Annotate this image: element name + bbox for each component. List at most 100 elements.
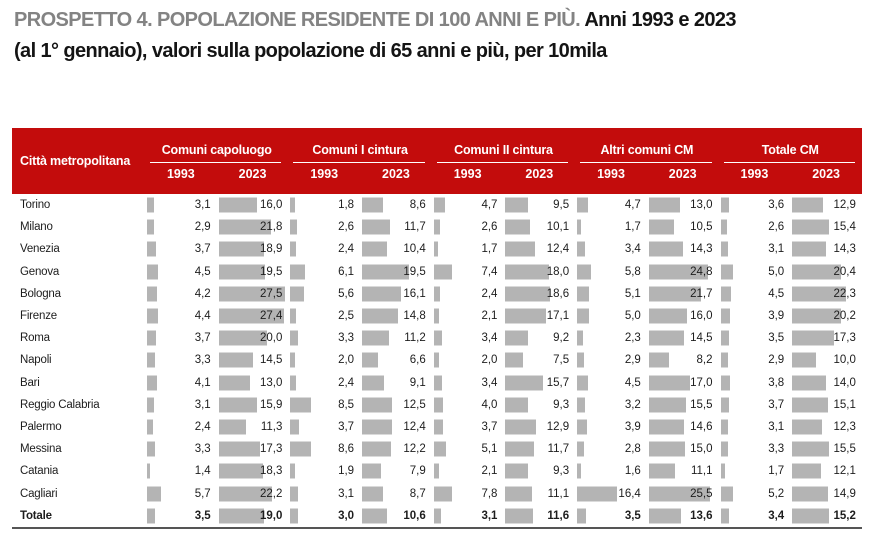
row-label: Cagliari bbox=[20, 487, 58, 500]
value-cell: 11,1 bbox=[647, 460, 719, 482]
value-bar bbox=[720, 219, 727, 235]
value-cell: 2,9 bbox=[575, 349, 647, 371]
value-cell: 14,8 bbox=[360, 305, 432, 327]
value-label: 4,5 bbox=[768, 287, 785, 300]
table-row-reggio-calabria: Reggio Calabria 3,1 15,9 8,5 12,5 4,0 9,3 3,2 15… bbox=[12, 394, 862, 416]
row-label: Venezia bbox=[20, 243, 60, 256]
value-bar bbox=[577, 264, 592, 280]
value-label: 21,8 bbox=[259, 221, 283, 234]
value-label: 7,4 bbox=[481, 265, 498, 278]
value-label: 16,0 bbox=[259, 199, 283, 212]
value-bar bbox=[720, 197, 730, 213]
value-label: 14,3 bbox=[833, 243, 856, 256]
table-row-palermo: Palermo 2,4 11,3 3,7 12,4 3,7 12,9 3,9 14,6 3,1 12… bbox=[12, 416, 862, 438]
value-cell: 7,4 bbox=[432, 261, 504, 283]
value-cell: 17,3 bbox=[790, 327, 862, 349]
row-label: Milano bbox=[20, 221, 53, 234]
value-cell: 19,0 bbox=[217, 505, 289, 527]
value-bar bbox=[218, 352, 254, 368]
value-label: 3,0 bbox=[338, 509, 355, 522]
value-cell: 11,7 bbox=[360, 216, 432, 238]
value-bar bbox=[505, 486, 533, 502]
value-bar bbox=[147, 286, 158, 302]
value-bar bbox=[362, 197, 383, 213]
value-bar bbox=[362, 419, 392, 435]
row-label: Bari bbox=[20, 376, 40, 389]
value-label: 6,1 bbox=[338, 265, 355, 278]
value-bar bbox=[792, 219, 830, 235]
value-cell: 2,0 bbox=[288, 349, 360, 371]
value-cell: 8,6 bbox=[288, 438, 360, 460]
table-header: Città metropolitana Comuni capoluogo 1993… bbox=[12, 128, 862, 194]
value-label: 11,7 bbox=[404, 221, 426, 234]
value-label: 7,5 bbox=[553, 354, 570, 367]
year-header-1993: 1993 bbox=[453, 167, 482, 181]
table-row-napoli: Napoli 3,3 14,5 2,0 6,6 2,0 7,5 2,9 8,2 2,9 10,0 bbox=[12, 349, 862, 371]
value-bar bbox=[577, 419, 587, 435]
value-cell: 4,7 bbox=[432, 194, 504, 216]
value-bar bbox=[218, 441, 261, 457]
value-cell: 4,2 bbox=[145, 283, 217, 305]
value-bar bbox=[290, 419, 300, 435]
value-bar bbox=[577, 397, 585, 413]
column-group-label: Comuni I cintura bbox=[312, 143, 408, 157]
value-cell: 3,8 bbox=[719, 372, 791, 394]
value-cell: 2,5 bbox=[288, 305, 360, 327]
value-label: 8,7 bbox=[409, 487, 426, 500]
value-cell: 9,5 bbox=[503, 194, 575, 216]
table-row-venezia: Venezia 3,7 18,9 2,4 10,4 1,7 12,4 3,4 14,3 3,1 14… bbox=[12, 238, 862, 260]
value-bar bbox=[218, 330, 267, 346]
value-label: 17,1 bbox=[546, 310, 570, 323]
value-bar bbox=[792, 419, 822, 435]
value-label: 12,2 bbox=[403, 443, 426, 456]
value-bar bbox=[290, 330, 299, 346]
value-label: 9,5 bbox=[553, 199, 570, 212]
value-bar bbox=[362, 441, 392, 457]
value-bar bbox=[792, 508, 829, 524]
value-label: 3,1 bbox=[768, 420, 785, 433]
value-bar bbox=[218, 375, 250, 391]
year-header-2023: 2023 bbox=[668, 167, 697, 181]
value-cell: 2,1 bbox=[432, 460, 504, 482]
value-bar bbox=[147, 264, 158, 280]
value-cell: 12,1 bbox=[790, 460, 862, 482]
value-bar bbox=[218, 397, 257, 413]
value-bar bbox=[218, 197, 258, 213]
value-label: 1,9 bbox=[338, 465, 355, 478]
value-label: 1,4 bbox=[194, 465, 211, 478]
value-cell: 3,1 bbox=[432, 505, 504, 527]
group-underline bbox=[723, 162, 855, 163]
value-bar bbox=[648, 264, 709, 280]
value-label: 10,1 bbox=[546, 221, 570, 234]
value-label: 3,4 bbox=[481, 376, 498, 389]
value-label: 9,2 bbox=[553, 332, 570, 345]
value-bar bbox=[290, 286, 304, 302]
row-label: Napoli bbox=[20, 354, 52, 367]
value-bar bbox=[147, 241, 156, 257]
value-label: 4,7 bbox=[481, 199, 498, 212]
value-cell: 20,0 bbox=[217, 327, 289, 349]
value-cell: 10,5 bbox=[647, 216, 719, 238]
value-label: 2,6 bbox=[481, 221, 498, 234]
value-bar bbox=[505, 419, 537, 435]
column-group-label: Totale CM bbox=[761, 143, 819, 157]
value-bar bbox=[362, 308, 398, 324]
value-cell: 14,5 bbox=[647, 327, 719, 349]
value-label: 9,3 bbox=[553, 398, 570, 411]
value-bar bbox=[218, 241, 265, 257]
value-label: 5,7 bbox=[194, 487, 211, 500]
value-bar bbox=[147, 508, 156, 524]
value-label: 3,7 bbox=[768, 398, 785, 411]
column-group-label: Comuni II cintura bbox=[454, 143, 553, 157]
value-label: 14,9 bbox=[833, 487, 856, 500]
value-bar bbox=[720, 352, 728, 368]
value-cell: 3,6 bbox=[719, 194, 791, 216]
value-cell: 17,0 bbox=[647, 372, 719, 394]
column-group-comuni-capoluogo: Comuni capoluogo 1993 2023 bbox=[145, 128, 288, 194]
caption-subtitle: (al 1° gennaio), valori sulla popolazion… bbox=[14, 40, 607, 62]
value-label: 7,8 bbox=[481, 487, 498, 500]
value-bar bbox=[147, 419, 153, 435]
value-cell: 4,4 bbox=[145, 305, 217, 327]
value-label: 2,4 bbox=[338, 243, 355, 256]
value-bar bbox=[433, 219, 440, 235]
